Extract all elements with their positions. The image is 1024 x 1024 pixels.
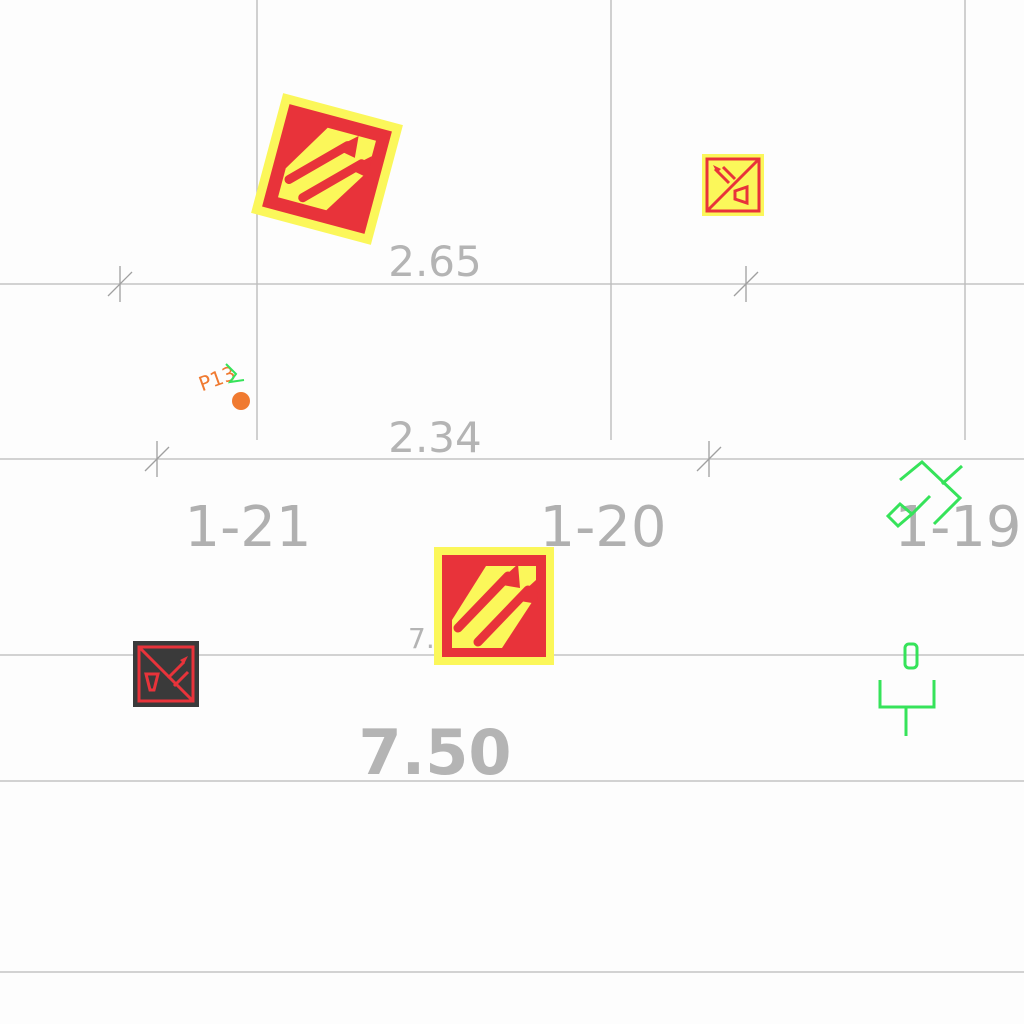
hazard-arrows-sign-icon — [251, 93, 403, 245]
dimension-label: 2.34 — [388, 413, 482, 462]
dimension-label-total: 7.50 — [359, 716, 512, 789]
dimension-tick — [733, 266, 759, 302]
hazard-arrows-sign-icon — [434, 547, 554, 665]
dimension-tick — [144, 441, 170, 477]
fixture-symbol-icon — [885, 460, 964, 529]
dimension-tick — [107, 266, 133, 302]
orange-marker-dot — [232, 392, 250, 410]
dimension-tick — [696, 441, 722, 477]
escape-route-sign-icon — [702, 154, 764, 216]
grid-label: 1-21 — [184, 495, 311, 560]
dimension-label: 2.65 — [388, 237, 482, 286]
dimension-label-partial: 7. — [408, 622, 435, 655]
sketch-annotation: P13 — [195, 361, 250, 410]
grid-label: 1-20 — [539, 495, 666, 560]
fixture-symbol-icon — [878, 642, 936, 736]
escape-route-dark-sign-icon — [133, 641, 199, 707]
grid-label: 1-19 — [894, 495, 1021, 560]
